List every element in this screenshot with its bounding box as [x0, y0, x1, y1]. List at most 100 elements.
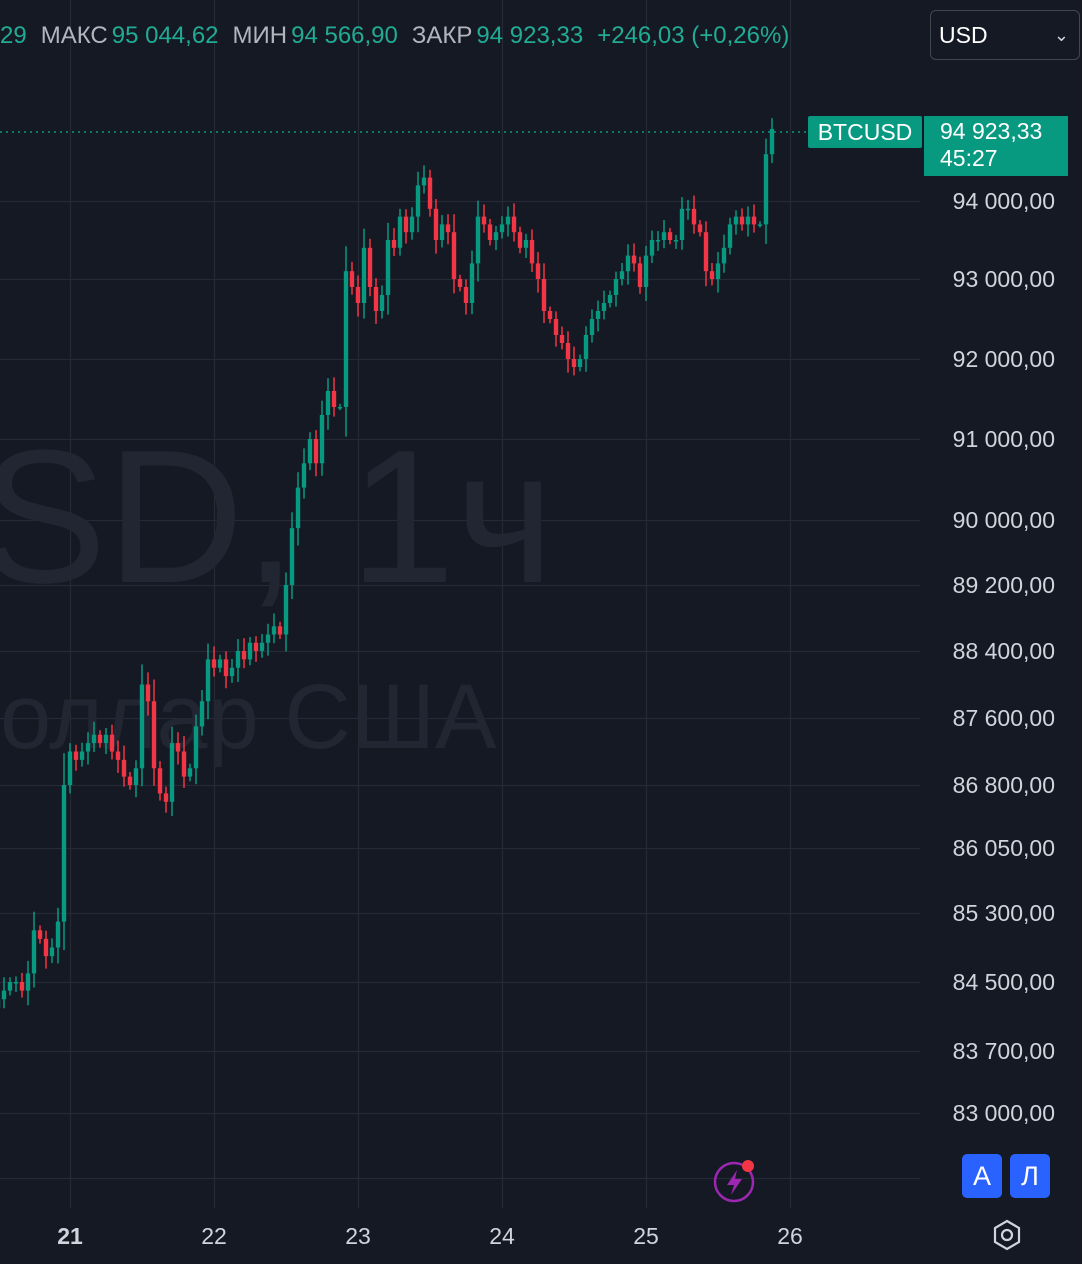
candle-body: [637, 263, 643, 287]
candle-body: [391, 240, 397, 248]
candle-body: [643, 255, 649, 287]
legend-change: +246,03 (+0,26%): [597, 22, 790, 49]
candle-down: [709, 263, 715, 286]
candle-down: [457, 274, 463, 292]
candle-body: [577, 359, 583, 367]
candle-down: [19, 972, 25, 998]
candle-up: [61, 753, 67, 951]
candle-up: [187, 763, 193, 782]
candle-body: [739, 216, 745, 225]
candle-body: [769, 128, 775, 155]
legend-high-label: МАКС: [40, 22, 108, 49]
candle-down: [403, 209, 409, 244]
candle-body: [433, 208, 439, 240]
time-axis[interactable]: 21 22 23 24 25 26: [57, 1223, 803, 1249]
candle-body: [55, 921, 61, 948]
candlestick-series: [0, 118, 775, 1009]
legend-high-value: 95 044,62: [111, 22, 219, 49]
candle-body: [121, 759, 127, 777]
candle-body: [343, 271, 349, 407]
candle-body: [91, 734, 97, 744]
candle-up: [625, 244, 631, 285]
candle-down: [751, 204, 757, 233]
candle-down: [511, 203, 517, 242]
candle-body: [571, 359, 577, 367]
candle-body: [415, 185, 421, 217]
candle-up: [49, 938, 55, 964]
candle-up: [67, 743, 73, 794]
candle-body: [523, 240, 529, 248]
candle-up: [415, 171, 421, 233]
currency-select[interactable]: USD ⌄: [930, 10, 1080, 60]
last-price-value: 94 923,33: [940, 118, 1043, 144]
candle-body: [703, 232, 709, 272]
price-tick-label: 93 000,00: [953, 266, 1055, 292]
candle-up: [601, 290, 607, 320]
candle-body: [325, 391, 331, 415]
log-scale-button[interactable]: Л: [1010, 1154, 1050, 1198]
auto-scale-button[interactable]: A: [962, 1154, 1002, 1198]
candle-down: [349, 261, 355, 295]
candle-up: [307, 432, 313, 471]
candle-down: [127, 772, 133, 790]
price-axis[interactable]: 94 000,00 93 000,00 92 000,00 91 000,00 90 0…: [953, 188, 1055, 1126]
candle-up: [301, 448, 307, 499]
candle-down: [163, 786, 169, 813]
candle-up: [229, 658, 235, 683]
candle-up: [589, 309, 595, 343]
candle-up: [679, 197, 685, 250]
candle-down: [241, 638, 247, 669]
candle-body: [43, 938, 49, 957]
candle-body: [133, 768, 139, 785]
candle-up: [289, 512, 295, 600]
candle-up: [685, 199, 691, 220]
candle-body: [289, 528, 295, 585]
price-tick-label: 90 000,00: [953, 507, 1055, 533]
candle-body: [685, 208, 691, 211]
candle-body: [481, 216, 487, 225]
price-tick-label: 88 400,00: [953, 638, 1055, 664]
candle-body: [313, 439, 319, 464]
candle-body: [145, 684, 151, 702]
price-tick-label: 86 050,00: [953, 835, 1055, 861]
candle-body: [751, 216, 757, 225]
candle-down: [145, 672, 151, 716]
candle-up: [85, 732, 91, 765]
last-price-badge: 94 923,33 45:27: [924, 116, 1068, 176]
settings-icon[interactable]: [990, 1218, 1024, 1252]
lightning-icon[interactable]: [712, 1158, 758, 1204]
candle-up: [199, 689, 205, 736]
symbol-watermark: SD, 1ч оллар США: [0, 411, 554, 768]
candle-body: [421, 177, 427, 186]
ohlc-legend: 29 МАКС 95 044,62 МИН 94 566,90 ЗАКР 94 …: [0, 18, 789, 54]
candle-body: [271, 626, 277, 635]
candle-up: [235, 639, 241, 682]
candle-body: [559, 335, 565, 343]
price-tick-label: 85 300,00: [953, 900, 1055, 926]
candle-down: [547, 306, 553, 324]
price-tick-label: 83 700,00: [953, 1038, 1055, 1064]
candle-body: [403, 216, 409, 233]
price-tick-label: 91 000,00: [953, 426, 1055, 452]
candle-body: [115, 751, 121, 760]
candle-up: [475, 200, 481, 282]
candle-up: [757, 221, 763, 228]
candle-up: [523, 233, 529, 258]
candle-up: [31, 911, 37, 988]
candle-down: [211, 646, 217, 677]
candle-body: [295, 487, 301, 529]
candle-body: [613, 279, 619, 295]
legend-low-label: МИН: [232, 22, 288, 49]
price-tick-label: 86 800,00: [953, 772, 1055, 798]
price-tick-label: 89 200,00: [953, 572, 1055, 598]
time-tick-label: 23: [345, 1223, 371, 1249]
candle-body: [331, 391, 337, 407]
candle-down: [427, 169, 433, 217]
candle-up: [613, 271, 619, 307]
candle-body: [175, 743, 181, 752]
candle-up: [103, 728, 109, 755]
candle-body: [451, 232, 457, 279]
candle-body: [535, 263, 541, 279]
